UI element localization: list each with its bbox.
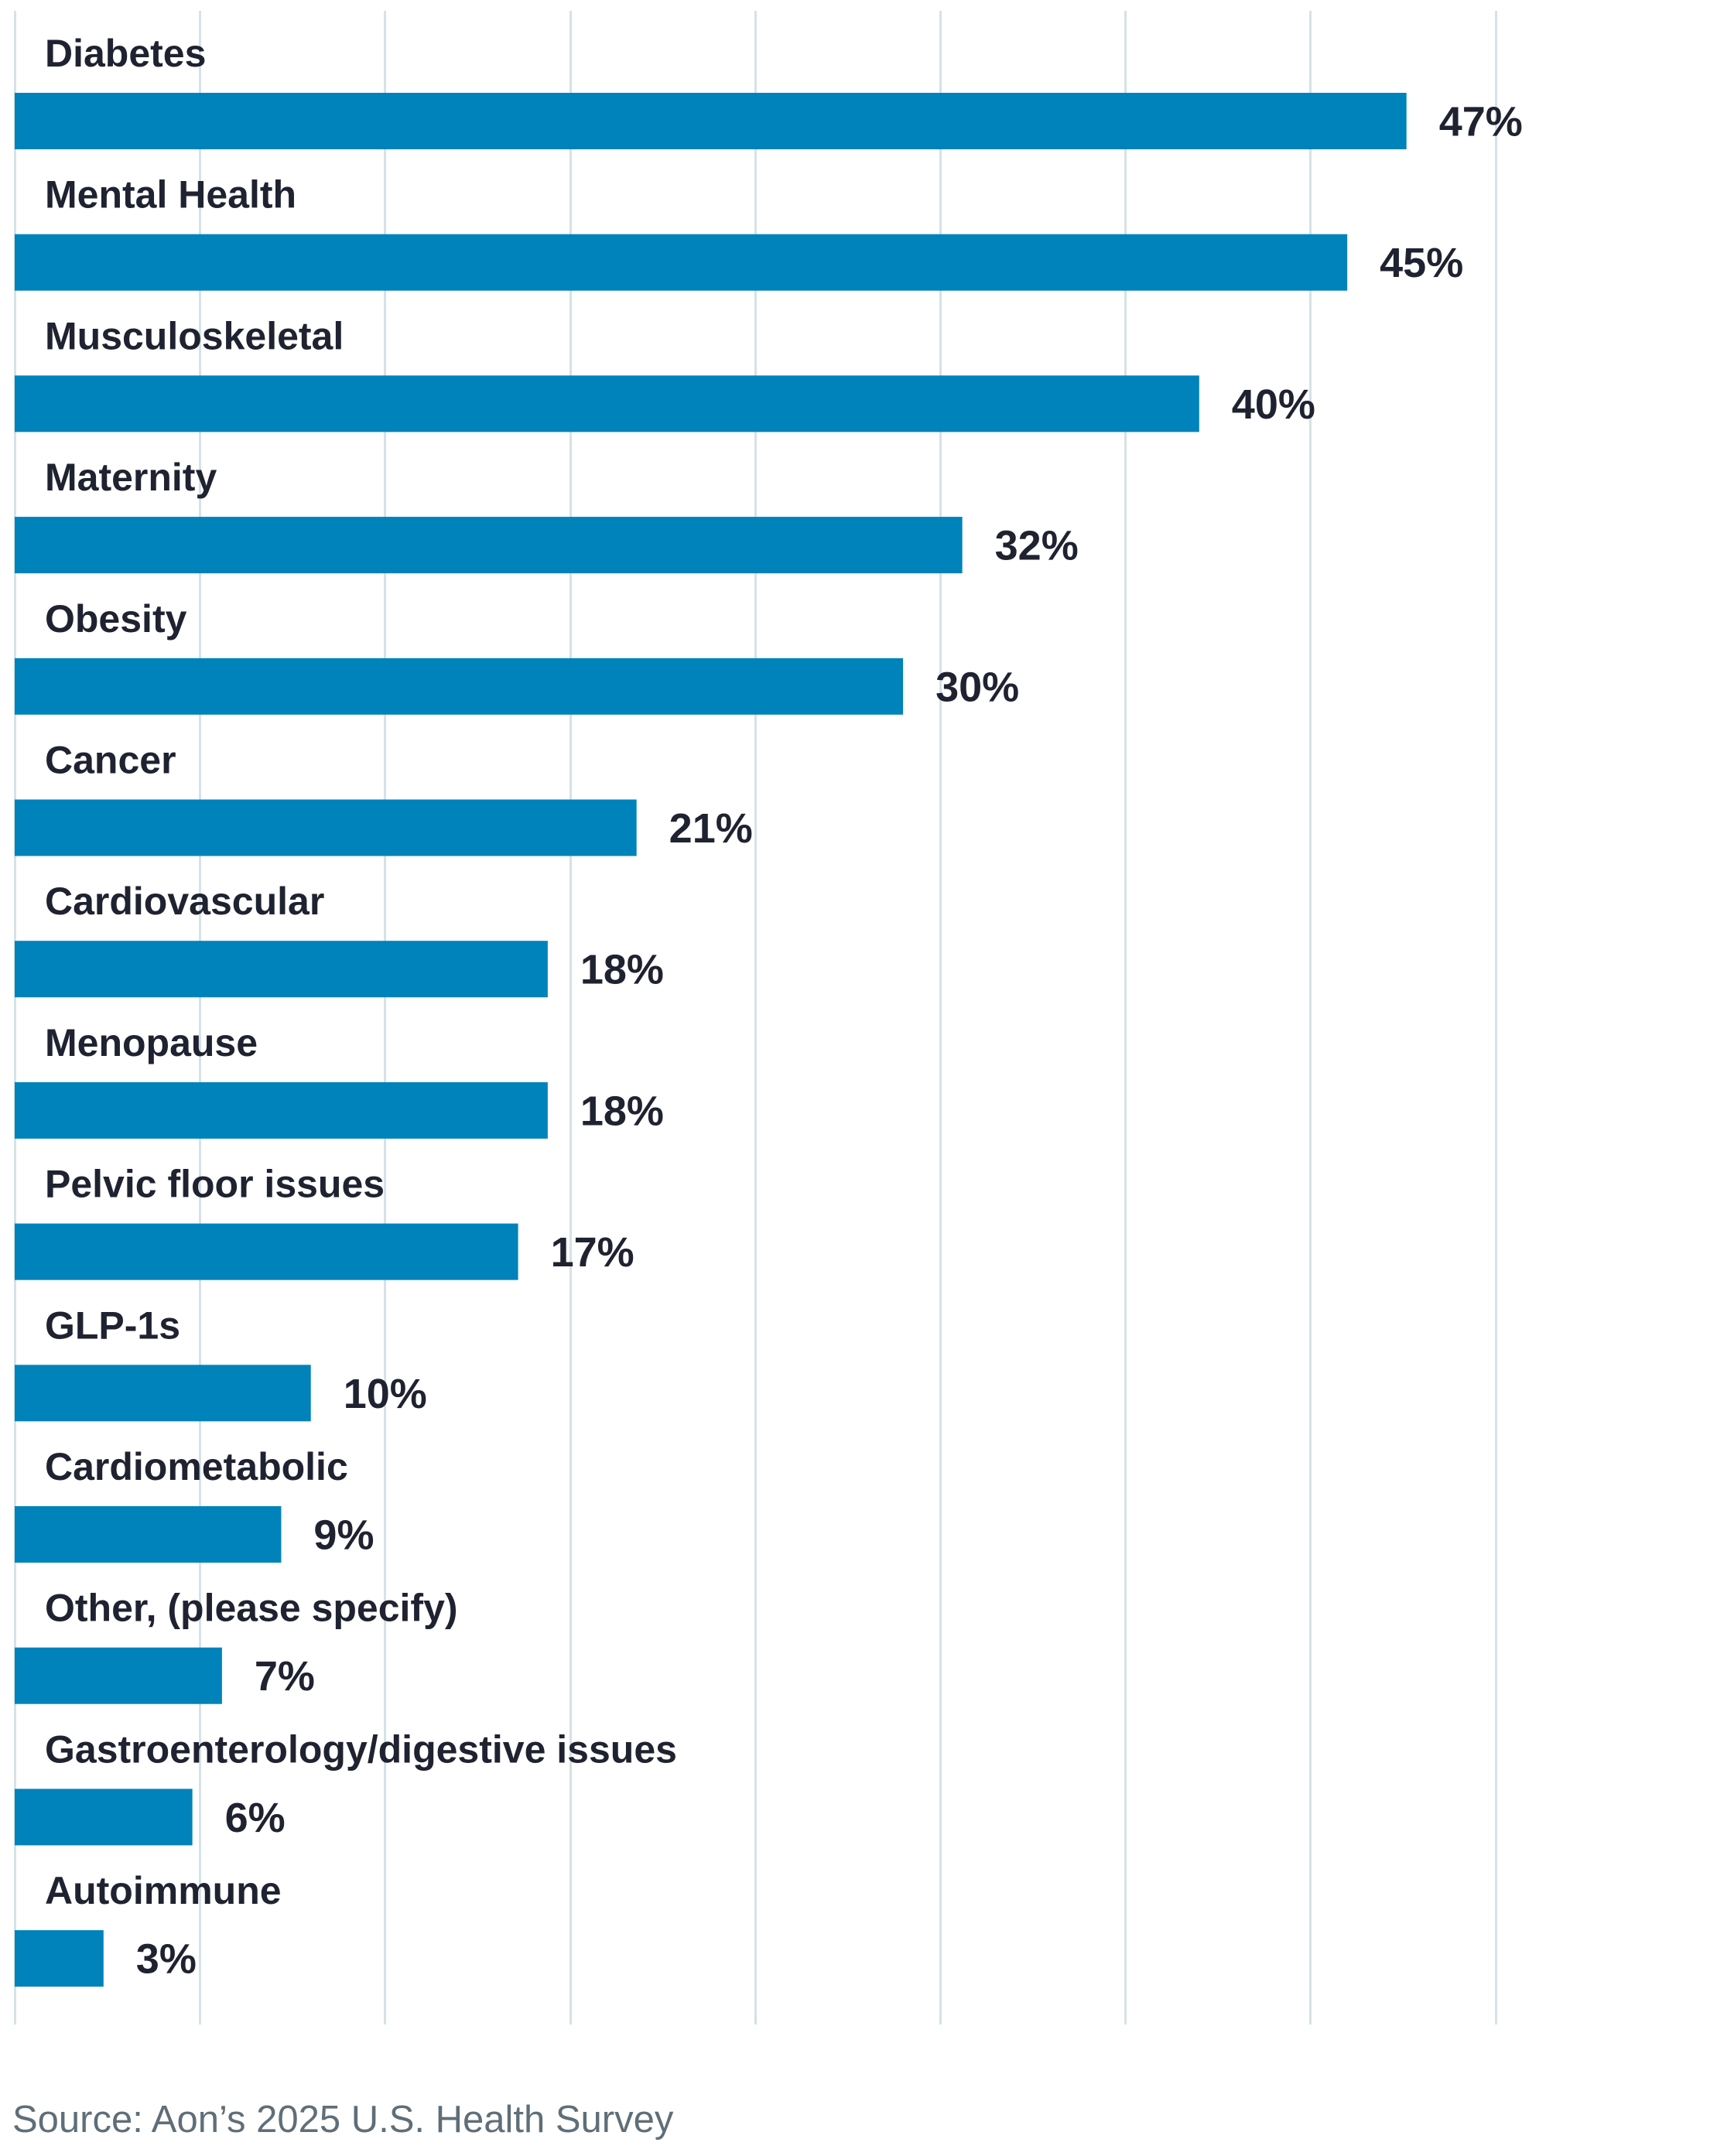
value-label-11: 7% [255, 1653, 315, 1700]
bar-13 [15, 1930, 104, 1987]
value-label-5: 21% [669, 805, 753, 852]
category-label-12: Gastroenterology/digestive issues [45, 1727, 677, 1771]
value-label-4: 30% [935, 664, 1019, 710]
bar-2 [15, 375, 1199, 432]
bar-4 [15, 658, 904, 715]
bar-11 [15, 1647, 222, 1704]
bar-5 [15, 799, 637, 856]
bar-0 [15, 93, 1407, 149]
category-label-6: Cardiovascular [45, 880, 324, 923]
value-label-1: 45% [1380, 240, 1463, 286]
category-label-5: Cancer [45, 739, 176, 782]
category-label-0: Diabetes [45, 32, 206, 75]
value-label-7: 18% [580, 1088, 664, 1134]
value-label-2: 40% [1232, 381, 1315, 428]
gridlines [14, 11, 1497, 2024]
category-label-9: GLP-1s [45, 1304, 180, 1347]
bar-9 [15, 1365, 311, 1422]
category-label-4: Obesity [45, 597, 187, 641]
bar-7 [15, 1081, 548, 1139]
bar-8 [15, 1223, 518, 1280]
bars [15, 93, 1407, 1987]
labels: Diabetes 47% Mental Health 45% Musculoskelet… [45, 32, 1523, 1983]
bar-chart: Diabetes 47% Mental Health 45% Musculoskelet… [14, 11, 1523, 2024]
value-label-6: 18% [580, 947, 664, 993]
category-label-11: Other, (please specify) [45, 1587, 458, 1630]
value-label-0: 47% [1439, 99, 1523, 145]
bar-12 [15, 1789, 193, 1846]
category-label-3: Maternity [45, 456, 217, 499]
value-label-3: 32% [995, 523, 1079, 569]
category-label-1: Mental Health [45, 173, 296, 217]
value-label-9: 10% [344, 1371, 427, 1417]
category-label-2: Musculoskeletal [45, 314, 344, 357]
value-label-13: 3% [136, 1936, 197, 1983]
category-label-13: Autoimmune [45, 1869, 282, 1912]
category-label-8: Pelvic floor issues [45, 1163, 385, 1206]
source-note: Source: Aon’s 2025 U.S. Health Survey [12, 2099, 674, 2141]
category-label-10: Cardiometabolic [45, 1445, 348, 1488]
bar-1 [15, 234, 1348, 291]
bar-6 [15, 941, 548, 998]
category-label-7: Menopause [45, 1021, 258, 1064]
bar-10 [15, 1506, 282, 1563]
value-label-12: 6% [225, 1795, 286, 1841]
value-label-8: 17% [551, 1229, 634, 1276]
bar-3 [15, 517, 963, 574]
value-label-10: 9% [313, 1512, 374, 1559]
